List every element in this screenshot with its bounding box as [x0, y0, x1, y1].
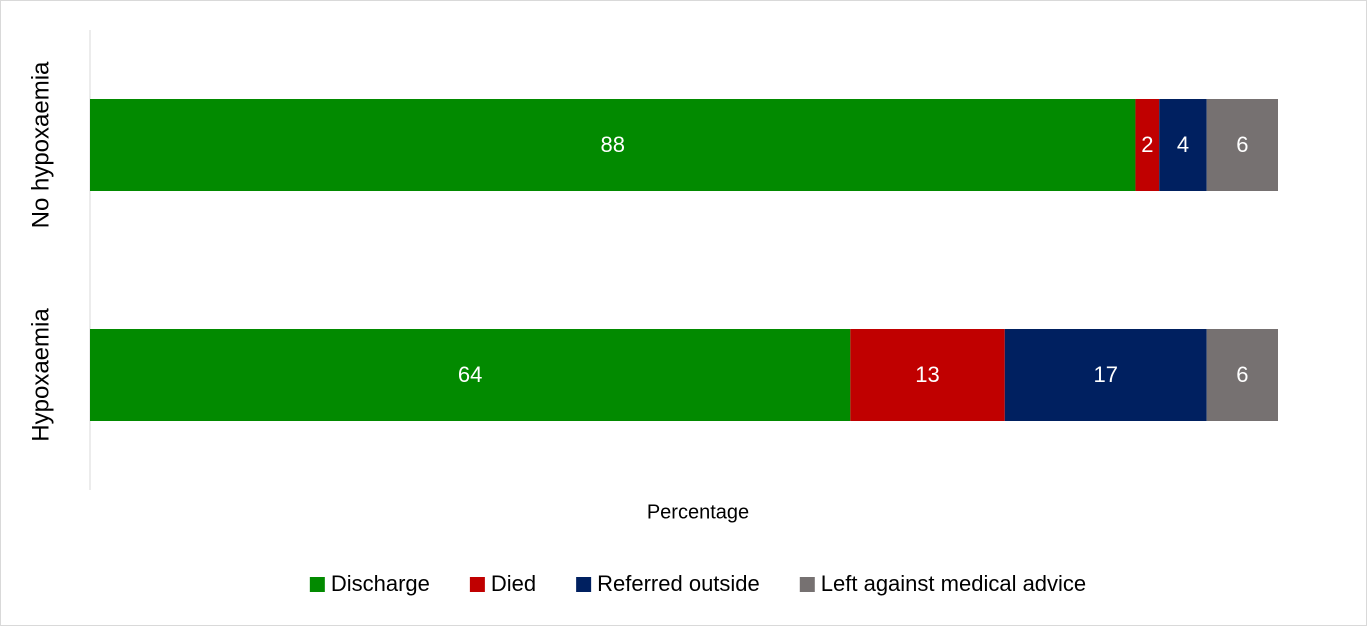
bar-segment: [1206, 329, 1278, 421]
legend-label: Left against medical advice: [821, 571, 1086, 596]
bar-segment: [1135, 99, 1160, 191]
bar-segment: [850, 329, 1005, 421]
bar-segment: [1206, 99, 1278, 191]
bar-segment: [90, 329, 851, 421]
data-label: 64: [458, 362, 482, 387]
data-label: 6: [1236, 132, 1248, 157]
x-axis-label: Percentage: [647, 501, 749, 523]
data-label: 2: [1141, 132, 1153, 157]
bar-segment: [90, 99, 1136, 191]
legend-swatch: [309, 577, 325, 592]
data-label: 17: [1093, 362, 1117, 387]
legend-swatch: [799, 577, 815, 592]
data-label: 88: [600, 132, 624, 157]
data-label: 6: [1236, 362, 1248, 387]
bar-segment: [1159, 99, 1207, 191]
legend-label: Referred outside: [597, 571, 760, 596]
legend-label: Discharge: [331, 571, 430, 596]
y-tick-label: No hypoxaemia: [27, 61, 54, 228]
legend-label: Died: [491, 571, 536, 596]
legend-swatch: [469, 577, 485, 592]
legend-swatch: [576, 577, 592, 592]
bar-segment: [1004, 329, 1207, 421]
y-tick-label: Hypoxaemia: [27, 308, 54, 442]
data-label: 4: [1177, 132, 1189, 157]
data-label: 13: [915, 362, 939, 387]
